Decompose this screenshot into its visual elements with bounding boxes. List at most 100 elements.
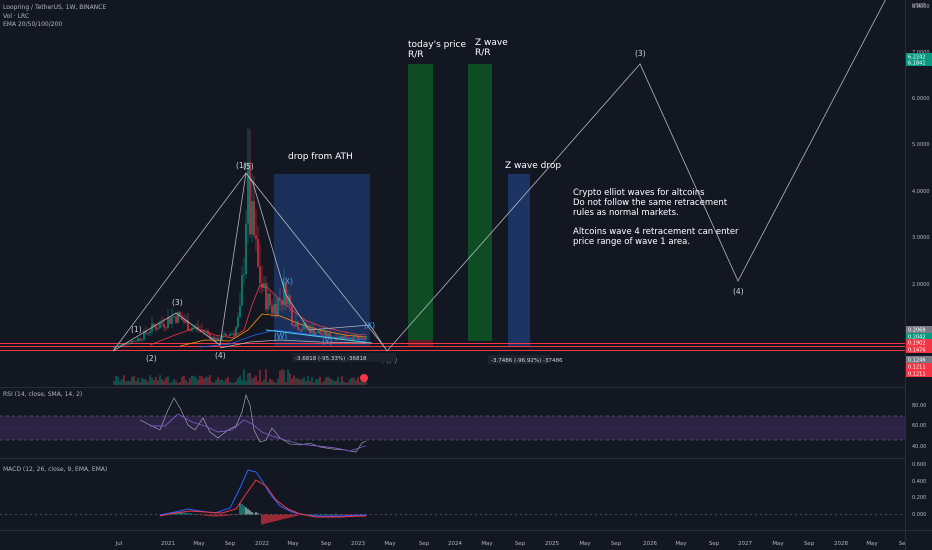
drop-from-ath-label[interactable]: drop from ATH	[288, 152, 353, 162]
rsi-legend[interactable]: RSI (14, close, SMA, 14, 2)	[3, 391, 83, 398]
measure-tag-1[interactable]: -3.6818 (-95.33%) -36818	[295, 356, 367, 362]
wave-label-x2: (X)	[364, 321, 375, 330]
macd-histogram-bar	[349, 514, 351, 515]
elliott-wave-projection-line[interactable]	[112, 0, 888, 352]
volume-bar	[201, 376, 203, 385]
macd-histogram-bar	[183, 512, 185, 515]
price-axis-tick: 8.0000	[912, 4, 930, 10]
candle-body	[127, 342, 129, 345]
candle-body	[245, 223, 247, 275]
candle-body	[143, 331, 145, 340]
candle-body	[275, 303, 277, 316]
volume-bar	[349, 379, 351, 385]
volume-bar	[141, 377, 143, 385]
volume-bar	[275, 382, 277, 385]
candle-body	[165, 327, 167, 329]
macd-histogram-bar	[207, 514, 209, 517]
candle-body	[329, 332, 331, 339]
time-axis-label: May	[384, 541, 396, 547]
candle-body	[155, 326, 157, 330]
volume-bar	[305, 380, 307, 385]
candle-body	[175, 316, 177, 323]
event-marker-icon[interactable]	[360, 374, 368, 382]
z-wave-label[interactable]: Z wave	[475, 38, 508, 48]
volume-bar	[163, 380, 165, 385]
macd-histogram-bar	[181, 512, 183, 515]
volume-bar	[151, 377, 153, 385]
volume-bar	[329, 378, 331, 385]
candle-body	[233, 333, 235, 336]
time-axis-label: Sep	[709, 541, 720, 547]
wave-label-1: (1)	[131, 325, 142, 334]
wave-label-3: (3)	[172, 298, 183, 307]
volume-bar	[169, 382, 171, 385]
time-axis-label: May	[772, 541, 784, 547]
price-badge-label: 0.1246	[908, 358, 926, 364]
candle-body	[261, 283, 263, 289]
z-wave-drop-label[interactable]: Z wave drop	[505, 161, 562, 171]
candle-body	[339, 336, 341, 339]
volume-bar	[171, 381, 173, 385]
wxy-channel-line[interactable]	[265, 329, 373, 344]
volume-bar	[269, 378, 271, 385]
macd-line[interactable]	[159, 469, 366, 517]
candle-body	[319, 330, 321, 335]
z-wave-drop-box[interactable]	[508, 174, 530, 346]
candle-body	[363, 338, 365, 340]
candle-body	[213, 336, 215, 342]
candle-body	[147, 333, 149, 334]
signal-line[interactable]	[159, 479, 366, 518]
ema-legend[interactable]: EMA 20/50/100/200	[3, 21, 63, 28]
volume-legend[interactable]: Vol · LRC	[3, 13, 30, 20]
volume-bar	[277, 378, 279, 385]
macd-histogram-bar	[249, 510, 251, 515]
volume-bar	[129, 381, 131, 385]
volume-bar	[359, 381, 361, 385]
candle-body	[343, 335, 345, 340]
currency-label: USDT	[912, 3, 927, 9]
candle-body	[161, 323, 163, 325]
volume-bar	[351, 377, 353, 385]
measure-tag-2[interactable]: -3.7486 (-96.92%) -37486	[491, 358, 563, 364]
z-wave-rr-green-box[interactable]	[468, 64, 492, 341]
rsi-line[interactable]	[139, 394, 367, 453]
symbol-legend[interactable]: Loopring / TetherUS, 1W, BINANCE	[3, 4, 107, 11]
price-axis-tick: 2.0000	[912, 282, 930, 288]
todays-price-label[interactable]: today's price	[408, 40, 467, 50]
macd-histogram-bar	[345, 514, 347, 516]
ema-line[interactable]	[219, 339, 367, 349]
candle-body	[169, 317, 171, 324]
volume-bar	[123, 375, 125, 385]
macd-legend[interactable]: MACD (12, 26, close, 9, EMA, EMA)	[3, 466, 108, 473]
macd-histogram-bar	[297, 514, 299, 516]
note-altcoin-waves[interactable]: Crypto elliot waves for altcoins Do not …	[573, 188, 728, 218]
macd-histogram-bar	[229, 514, 231, 516]
note-wave4-retracement[interactable]: Altcoins wave 4 retracement can enter pr…	[573, 227, 739, 247]
wave-1-5-guide-line[interactable]	[112, 172, 387, 352]
time-axis-label: 2025	[545, 541, 559, 547]
candle-body	[145, 331, 147, 334]
volume-bar	[115, 375, 117, 385]
projection-label-3: (3)	[635, 49, 646, 58]
macd-histogram-bar	[189, 513, 191, 515]
macd-histogram-bar	[175, 512, 177, 515]
candle-body	[219, 339, 221, 341]
volume-bar	[137, 377, 139, 385]
macd-histogram-bar	[193, 513, 195, 515]
volume-bar	[185, 380, 187, 385]
z-wave-rr-label[interactable]: R/R	[475, 48, 491, 58]
candle-body	[135, 341, 137, 342]
drop-from-ath-box[interactable]	[274, 174, 370, 346]
price-badge-label: 0.2068	[908, 328, 926, 334]
wave-label-5: (5)	[243, 162, 254, 171]
candle-body	[301, 329, 303, 332]
time-axis-label: May	[193, 541, 205, 547]
todays-price-rr-label[interactable]: R/R	[408, 50, 424, 60]
rsi-ma-line[interactable]	[150, 413, 367, 452]
todays-price-rr-green-box[interactable]	[408, 64, 433, 340]
volume-bar	[311, 377, 313, 385]
candle-body	[247, 162, 249, 224]
candle-body	[255, 235, 257, 240]
macd-histogram-bar	[281, 514, 283, 520]
